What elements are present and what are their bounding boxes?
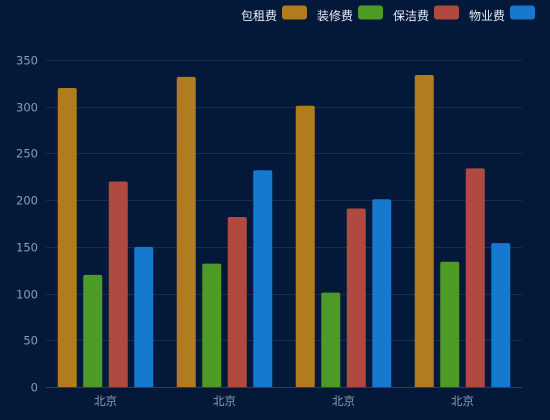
bar[interactable] <box>346 208 366 387</box>
x-tick-label: 北京 <box>94 394 117 408</box>
bar[interactable] <box>372 199 392 387</box>
x-tick-label: 北京 <box>213 394 236 408</box>
bars <box>57 74 511 388</box>
y-tick-label: 100 <box>16 288 38 302</box>
bar[interactable] <box>227 216 247 387</box>
bar[interactable] <box>134 246 154 387</box>
legend: 包租费 装修费 保洁费 物业费 <box>241 5 535 24</box>
bar[interactable] <box>176 76 196 388</box>
legend-label: 物业费 <box>469 9 505 23</box>
y-tick-label: 200 <box>16 194 38 208</box>
legend-swatch <box>282 5 307 20</box>
bar[interactable] <box>57 88 77 388</box>
y-tick-label: 250 <box>16 147 38 161</box>
legend-item[interactable]: 装修费 <box>317 5 383 24</box>
legend-swatch <box>510 5 535 20</box>
y-tick-label: 350 <box>16 54 38 68</box>
legend-item[interactable]: 物业费 <box>469 5 535 24</box>
legend-swatch <box>434 5 459 20</box>
x-tick-label: 北京 <box>332 394 355 408</box>
x-tick-label: 北京 <box>451 394 474 408</box>
bar[interactable] <box>202 263 222 387</box>
bar[interactable] <box>440 261 460 387</box>
bar[interactable] <box>295 105 315 387</box>
bar[interactable] <box>253 170 273 387</box>
bar[interactable] <box>414 74 434 387</box>
bar[interactable] <box>465 168 485 387</box>
legend-swatch <box>358 5 383 20</box>
axes: 0 50 100 150 200 250 300 350 北京 北京 北京 北京 <box>16 54 522 408</box>
legend-item[interactable]: 包租费 <box>241 5 307 24</box>
y-tick-label: 0 <box>31 381 38 395</box>
y-tick-label: 150 <box>16 241 38 255</box>
y-tick-label: 50 <box>23 334 38 348</box>
bar[interactable] <box>83 274 103 387</box>
legend-label: 装修费 <box>317 8 353 23</box>
legend-label: 保洁费 <box>393 9 429 23</box>
y-tick-label: 300 <box>16 101 38 115</box>
bar[interactable] <box>108 181 128 387</box>
legend-label: 包租费 <box>241 9 277 23</box>
bar[interactable] <box>321 292 341 387</box>
legend-item[interactable]: 保洁费 <box>393 5 459 24</box>
bar[interactable] <box>491 243 511 387</box>
